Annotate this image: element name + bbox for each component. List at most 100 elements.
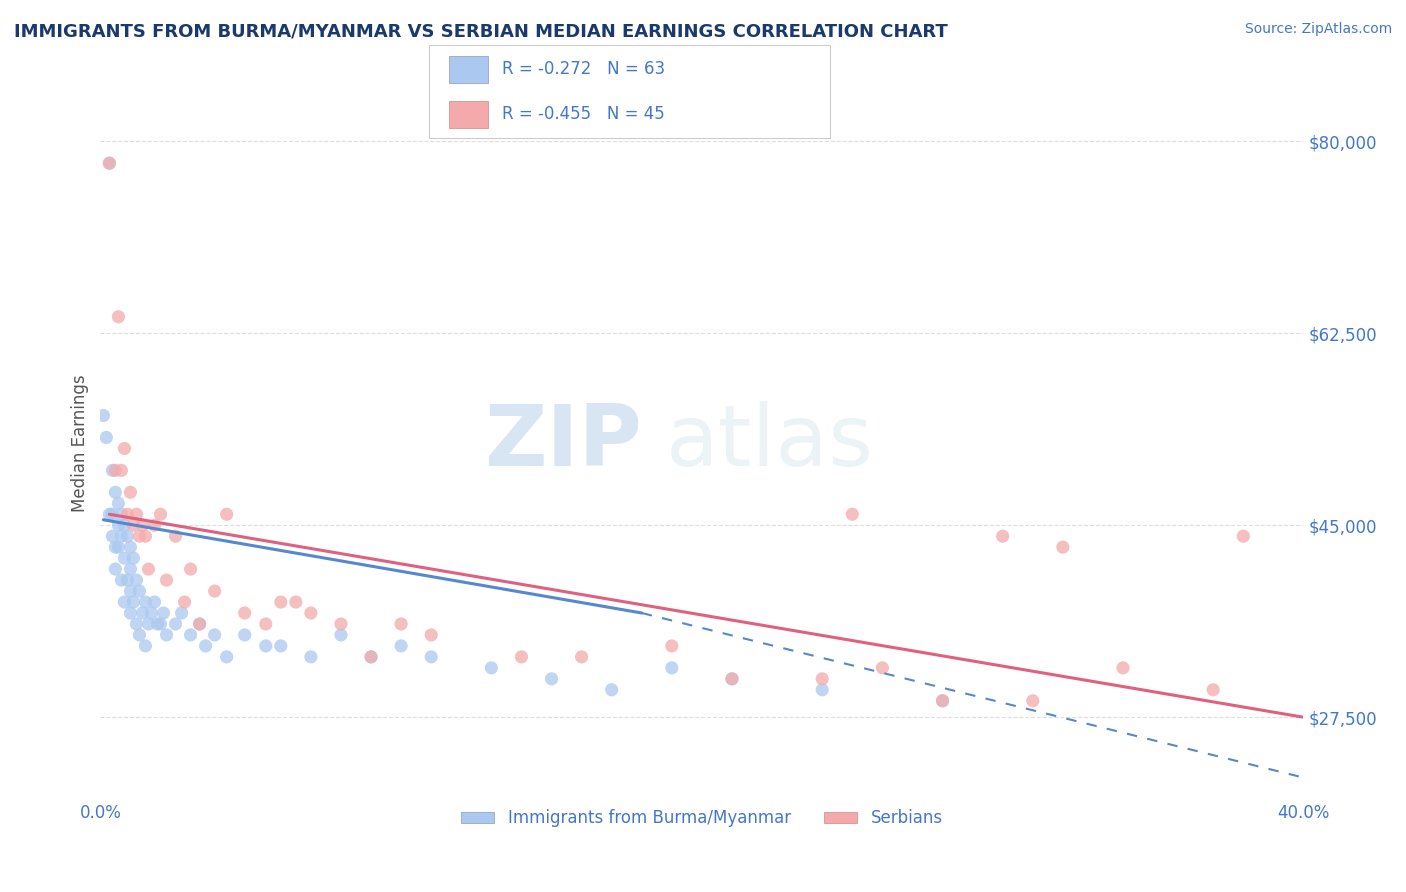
- Point: [117, 529, 139, 543]
- Point: [600, 682, 623, 697]
- Point: [330, 628, 353, 642]
- Point: [180, 562, 202, 576]
- Point: [299, 649, 322, 664]
- Point: [661, 661, 683, 675]
- Point: [112, 595, 135, 609]
- Point: [104, 562, 127, 576]
- Point: [270, 595, 292, 609]
- Point: [125, 508, 148, 522]
- Point: [122, 551, 145, 566]
- Point: [125, 573, 148, 587]
- Point: [165, 617, 187, 632]
- Point: [1232, 529, 1254, 543]
- Point: [233, 628, 256, 642]
- Point: [138, 617, 160, 632]
- Point: [721, 672, 744, 686]
- Point: [143, 518, 166, 533]
- Point: [120, 562, 142, 576]
- Point: [872, 661, 894, 675]
- Point: [254, 639, 277, 653]
- Point: [931, 694, 953, 708]
- Y-axis label: Median Earnings: Median Earnings: [72, 374, 89, 512]
- Point: [104, 463, 127, 477]
- Point: [165, 529, 187, 543]
- Text: R = -0.272   N = 63: R = -0.272 N = 63: [502, 60, 665, 78]
- Point: [204, 584, 226, 599]
- Point: [284, 595, 307, 609]
- Point: [204, 628, 226, 642]
- Point: [1022, 694, 1045, 708]
- Text: atlas: atlas: [666, 401, 873, 484]
- Point: [389, 617, 412, 632]
- Point: [233, 606, 256, 620]
- Point: [101, 529, 124, 543]
- Point: [128, 584, 150, 599]
- Point: [360, 649, 382, 664]
- Point: [98, 508, 121, 522]
- Point: [180, 628, 202, 642]
- Point: [101, 463, 124, 477]
- Point: [299, 606, 322, 620]
- Point: [101, 508, 124, 522]
- Point: [131, 606, 153, 620]
- Text: ZIP: ZIP: [484, 401, 641, 484]
- Point: [1202, 682, 1225, 697]
- Point: [125, 617, 148, 632]
- Point: [1052, 540, 1074, 554]
- Point: [134, 595, 156, 609]
- Point: [661, 639, 683, 653]
- Point: [110, 573, 132, 587]
- Point: [98, 156, 121, 170]
- Point: [120, 540, 142, 554]
- Point: [117, 508, 139, 522]
- Point: [104, 540, 127, 554]
- Point: [420, 649, 443, 664]
- Point: [104, 485, 127, 500]
- Point: [254, 617, 277, 632]
- Point: [122, 595, 145, 609]
- Point: [173, 595, 195, 609]
- Point: [420, 628, 443, 642]
- Point: [270, 639, 292, 653]
- Point: [170, 606, 193, 620]
- Point: [107, 518, 129, 533]
- Point: [152, 606, 174, 620]
- Point: [360, 649, 382, 664]
- Point: [155, 573, 177, 587]
- Point: [721, 672, 744, 686]
- Point: [93, 409, 115, 423]
- Point: [540, 672, 562, 686]
- Text: Source: ZipAtlas.com: Source: ZipAtlas.com: [1244, 22, 1392, 37]
- Point: [110, 529, 132, 543]
- Point: [112, 551, 135, 566]
- Point: [120, 485, 142, 500]
- Point: [991, 529, 1014, 543]
- Text: R = -0.455   N = 45: R = -0.455 N = 45: [502, 105, 665, 123]
- Point: [107, 496, 129, 510]
- Legend: Immigrants from Burma/Myanmar, Serbians: Immigrants from Burma/Myanmar, Serbians: [454, 803, 949, 834]
- Point: [146, 617, 169, 632]
- Point: [1112, 661, 1135, 675]
- Point: [143, 595, 166, 609]
- Point: [215, 508, 238, 522]
- Point: [155, 628, 177, 642]
- Point: [141, 606, 163, 620]
- Point: [120, 584, 142, 599]
- Point: [128, 529, 150, 543]
- Point: [98, 156, 121, 170]
- Point: [134, 529, 156, 543]
- Point: [811, 672, 834, 686]
- Point: [107, 310, 129, 324]
- Text: IMMIGRANTS FROM BURMA/MYANMAR VS SERBIAN MEDIAN EARNINGS CORRELATION CHART: IMMIGRANTS FROM BURMA/MYANMAR VS SERBIAN…: [14, 22, 948, 40]
- Point: [149, 617, 172, 632]
- Point: [112, 442, 135, 456]
- Point: [131, 518, 153, 533]
- Point: [96, 430, 118, 444]
- Point: [122, 518, 145, 533]
- Point: [110, 508, 132, 522]
- Point: [510, 649, 533, 664]
- Point: [389, 639, 412, 653]
- Point: [149, 508, 172, 522]
- Point: [128, 628, 150, 642]
- Point: [215, 649, 238, 664]
